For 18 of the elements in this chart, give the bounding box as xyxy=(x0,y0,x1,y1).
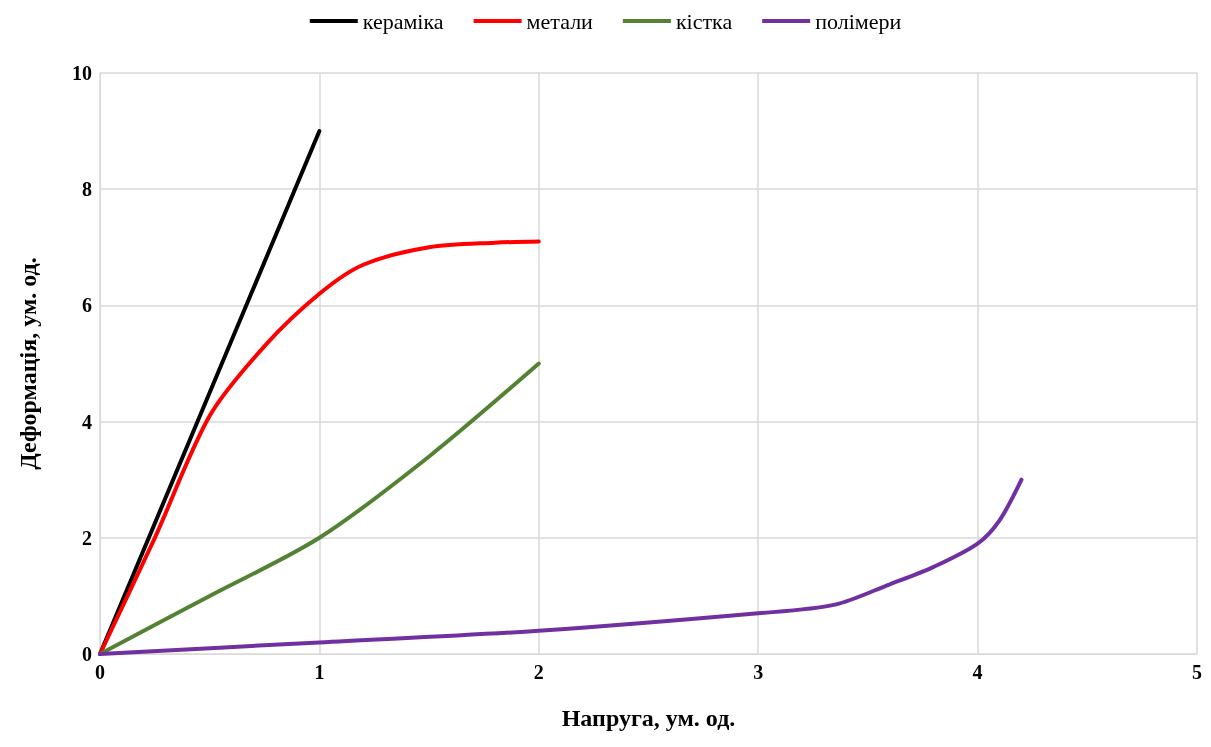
legend-label: полімери xyxy=(815,8,902,34)
x-axis-title: Напруга, ум. од. xyxy=(561,705,736,731)
line-series xyxy=(98,477,1024,656)
legend-label: метали xyxy=(526,8,594,34)
y-axis-title: Деформація, ум. од. xyxy=(15,257,41,470)
y-tick-label: 2 xyxy=(82,526,92,549)
x-tick-label: 3 xyxy=(753,661,764,683)
y-tick-label: 4 xyxy=(82,410,92,433)
legend-label: кераміка xyxy=(362,8,444,34)
x-tick-label: 4 xyxy=(972,661,983,683)
x-tick-label: 2 xyxy=(533,661,544,683)
y-tick-label: 0 xyxy=(82,643,92,665)
y-tick-label: 10 xyxy=(72,62,92,84)
x-tick-label: 5 xyxy=(1192,661,1202,683)
y-tick-label: 6 xyxy=(82,294,92,317)
x-tick-label: 1 xyxy=(314,661,325,683)
y-tick-label: 8 xyxy=(82,178,92,201)
legend-label: кістка xyxy=(675,8,733,34)
